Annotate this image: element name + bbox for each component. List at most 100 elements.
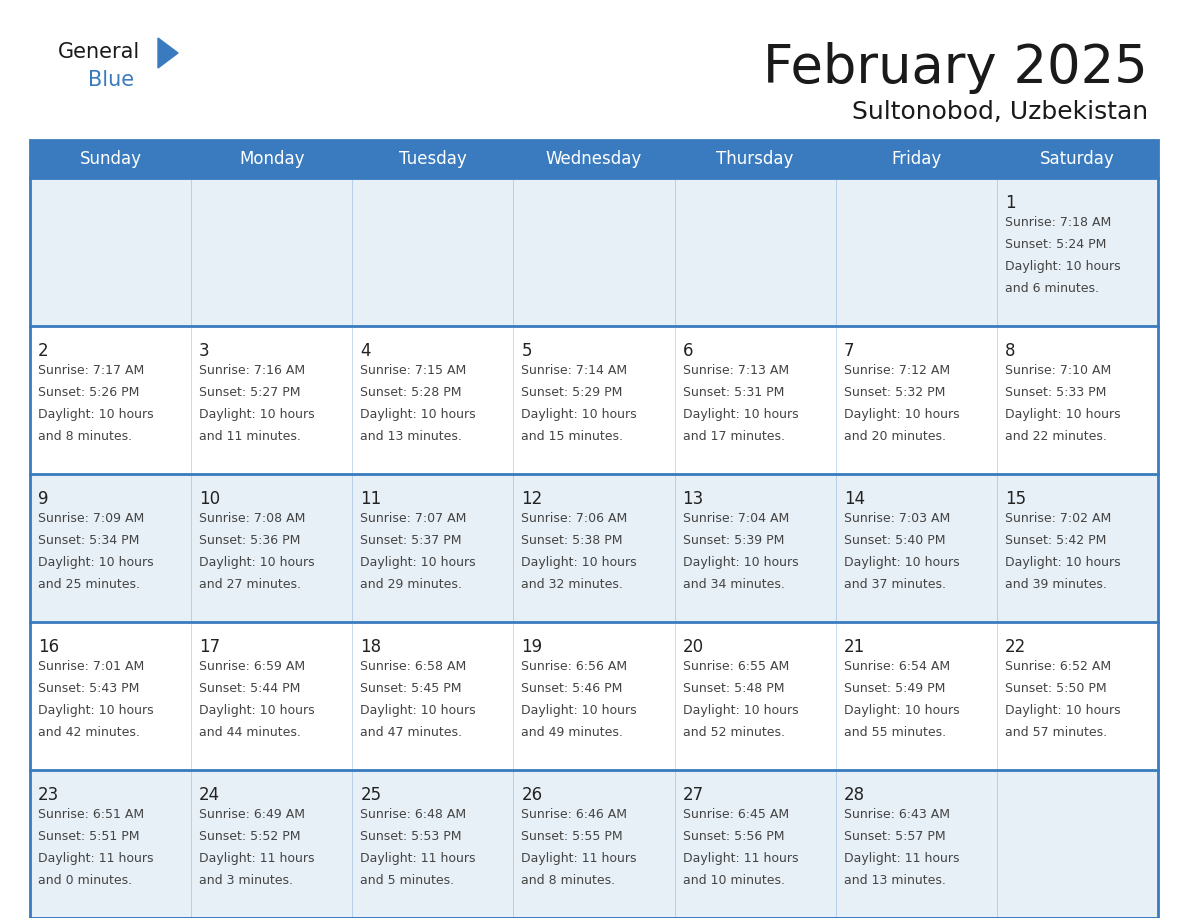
Text: 28: 28 — [843, 786, 865, 804]
Text: and 32 minutes.: and 32 minutes. — [522, 578, 624, 591]
Text: and 10 minutes.: and 10 minutes. — [683, 874, 784, 887]
Text: General: General — [58, 42, 140, 62]
Text: Sunset: 5:49 PM: Sunset: 5:49 PM — [843, 682, 946, 695]
Text: Saturday: Saturday — [1040, 150, 1114, 168]
Text: 2: 2 — [38, 342, 49, 360]
Bar — [30, 622, 1158, 770]
Text: Sunset: 5:57 PM: Sunset: 5:57 PM — [843, 830, 946, 843]
Text: 11: 11 — [360, 490, 381, 508]
Text: Daylight: 10 hours: Daylight: 10 hours — [38, 408, 153, 421]
Text: Sunrise: 6:49 AM: Sunrise: 6:49 AM — [200, 808, 305, 821]
Text: Daylight: 10 hours: Daylight: 10 hours — [1005, 704, 1120, 717]
Text: and 5 minutes.: and 5 minutes. — [360, 874, 455, 887]
Text: 24: 24 — [200, 786, 220, 804]
Text: Sunset: 5:51 PM: Sunset: 5:51 PM — [38, 830, 139, 843]
Text: and 39 minutes.: and 39 minutes. — [1005, 578, 1107, 591]
Text: Sunrise: 6:59 AM: Sunrise: 6:59 AM — [200, 660, 305, 673]
Text: 16: 16 — [38, 638, 59, 656]
Polygon shape — [158, 38, 178, 68]
Text: 13: 13 — [683, 490, 703, 508]
Text: Tuesday: Tuesday — [399, 150, 467, 168]
Text: February 2025: February 2025 — [763, 42, 1148, 94]
Text: Sunset: 5:34 PM: Sunset: 5:34 PM — [38, 534, 139, 547]
Text: Daylight: 10 hours: Daylight: 10 hours — [360, 408, 476, 421]
Text: 25: 25 — [360, 786, 381, 804]
Text: 26: 26 — [522, 786, 543, 804]
Text: 7: 7 — [843, 342, 854, 360]
Bar — [30, 140, 1158, 918]
Text: 5: 5 — [522, 342, 532, 360]
Text: and 42 minutes.: and 42 minutes. — [38, 726, 140, 739]
Text: 18: 18 — [360, 638, 381, 656]
Text: and 20 minutes.: and 20 minutes. — [843, 430, 946, 443]
Text: Sunset: 5:24 PM: Sunset: 5:24 PM — [1005, 238, 1106, 251]
Text: 15: 15 — [1005, 490, 1026, 508]
Text: Sunset: 5:42 PM: Sunset: 5:42 PM — [1005, 534, 1106, 547]
Text: Daylight: 10 hours: Daylight: 10 hours — [522, 408, 637, 421]
Bar — [30, 326, 1158, 474]
Text: 3: 3 — [200, 342, 210, 360]
Text: and 17 minutes.: and 17 minutes. — [683, 430, 784, 443]
Text: 8: 8 — [1005, 342, 1016, 360]
Text: Sunrise: 7:09 AM: Sunrise: 7:09 AM — [38, 512, 144, 525]
Text: 9: 9 — [38, 490, 49, 508]
Text: and 6 minutes.: and 6 minutes. — [1005, 282, 1099, 295]
Text: Daylight: 10 hours: Daylight: 10 hours — [683, 408, 798, 421]
Text: Thursday: Thursday — [716, 150, 794, 168]
Text: Sunset: 5:31 PM: Sunset: 5:31 PM — [683, 386, 784, 399]
Text: Sunrise: 7:01 AM: Sunrise: 7:01 AM — [38, 660, 144, 673]
Text: 17: 17 — [200, 638, 220, 656]
Text: and 8 minutes.: and 8 minutes. — [38, 430, 132, 443]
Text: 19: 19 — [522, 638, 543, 656]
Text: Sunrise: 6:58 AM: Sunrise: 6:58 AM — [360, 660, 467, 673]
Text: and 27 minutes.: and 27 minutes. — [200, 578, 301, 591]
Text: and 11 minutes.: and 11 minutes. — [200, 430, 301, 443]
Text: Sunrise: 7:06 AM: Sunrise: 7:06 AM — [522, 512, 627, 525]
Text: Sunset: 5:44 PM: Sunset: 5:44 PM — [200, 682, 301, 695]
Text: 10: 10 — [200, 490, 220, 508]
Text: Daylight: 11 hours: Daylight: 11 hours — [360, 852, 475, 865]
Text: Daylight: 10 hours: Daylight: 10 hours — [200, 556, 315, 569]
Text: Sunrise: 6:48 AM: Sunrise: 6:48 AM — [360, 808, 467, 821]
Text: Sunset: 5:52 PM: Sunset: 5:52 PM — [200, 830, 301, 843]
Text: Daylight: 11 hours: Daylight: 11 hours — [843, 852, 959, 865]
Bar — [30, 474, 1158, 622]
Text: Monday: Monday — [239, 150, 304, 168]
Text: and 34 minutes.: and 34 minutes. — [683, 578, 784, 591]
Text: Sunrise: 7:15 AM: Sunrise: 7:15 AM — [360, 364, 467, 377]
Text: and 55 minutes.: and 55 minutes. — [843, 726, 946, 739]
Text: 20: 20 — [683, 638, 703, 656]
Text: Daylight: 10 hours: Daylight: 10 hours — [522, 704, 637, 717]
Text: Sunrise: 6:43 AM: Sunrise: 6:43 AM — [843, 808, 949, 821]
Text: Daylight: 10 hours: Daylight: 10 hours — [843, 408, 960, 421]
Text: and 44 minutes.: and 44 minutes. — [200, 726, 301, 739]
Text: Sunrise: 7:02 AM: Sunrise: 7:02 AM — [1005, 512, 1111, 525]
Text: Daylight: 10 hours: Daylight: 10 hours — [522, 556, 637, 569]
Text: 22: 22 — [1005, 638, 1026, 656]
Text: 6: 6 — [683, 342, 693, 360]
Text: Sunset: 5:32 PM: Sunset: 5:32 PM — [843, 386, 946, 399]
Text: Sunset: 5:28 PM: Sunset: 5:28 PM — [360, 386, 462, 399]
Text: and 37 minutes.: and 37 minutes. — [843, 578, 946, 591]
Text: Sunset: 5:50 PM: Sunset: 5:50 PM — [1005, 682, 1106, 695]
Text: and 47 minutes.: and 47 minutes. — [360, 726, 462, 739]
Text: Sunrise: 6:54 AM: Sunrise: 6:54 AM — [843, 660, 950, 673]
Text: Sunrise: 7:18 AM: Sunrise: 7:18 AM — [1005, 216, 1111, 229]
Text: Sunset: 5:43 PM: Sunset: 5:43 PM — [38, 682, 139, 695]
Text: Sunrise: 7:13 AM: Sunrise: 7:13 AM — [683, 364, 789, 377]
Text: Sunrise: 7:14 AM: Sunrise: 7:14 AM — [522, 364, 627, 377]
Text: Sunrise: 7:10 AM: Sunrise: 7:10 AM — [1005, 364, 1111, 377]
Text: Sunset: 5:48 PM: Sunset: 5:48 PM — [683, 682, 784, 695]
Text: Sunset: 5:46 PM: Sunset: 5:46 PM — [522, 682, 623, 695]
Text: Daylight: 11 hours: Daylight: 11 hours — [200, 852, 315, 865]
Text: Sunset: 5:27 PM: Sunset: 5:27 PM — [200, 386, 301, 399]
Text: Sunset: 5:29 PM: Sunset: 5:29 PM — [522, 386, 623, 399]
Text: Daylight: 10 hours: Daylight: 10 hours — [200, 408, 315, 421]
Text: 14: 14 — [843, 490, 865, 508]
Text: Sunset: 5:33 PM: Sunset: 5:33 PM — [1005, 386, 1106, 399]
Text: Sunset: 5:40 PM: Sunset: 5:40 PM — [843, 534, 946, 547]
Text: Sunset: 5:36 PM: Sunset: 5:36 PM — [200, 534, 301, 547]
Text: and 52 minutes.: and 52 minutes. — [683, 726, 784, 739]
Text: Sunset: 5:38 PM: Sunset: 5:38 PM — [522, 534, 623, 547]
Text: and 13 minutes.: and 13 minutes. — [843, 874, 946, 887]
